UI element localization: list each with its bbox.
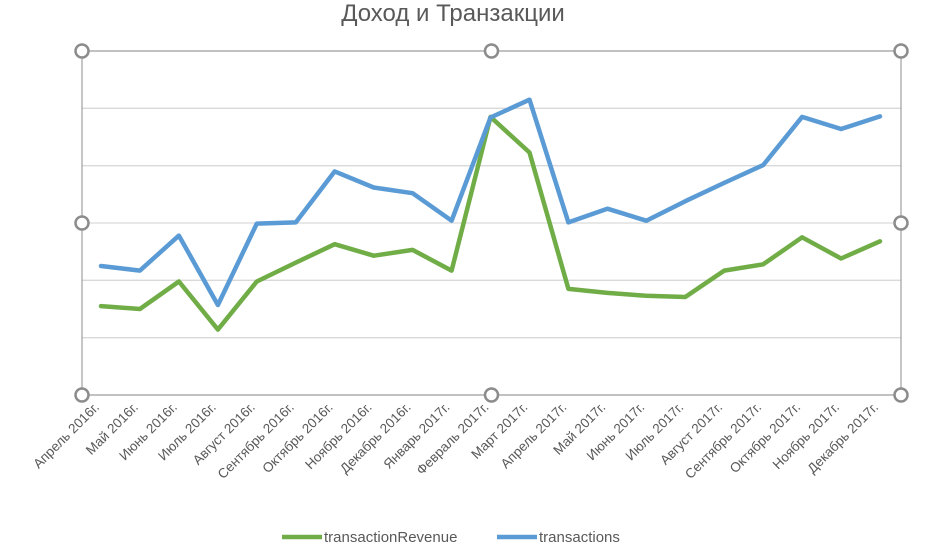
- chart-title: Доход и Транзакции: [341, 0, 565, 27]
- x-tick-label: Октябрь 2016г.: [259, 400, 335, 476]
- resize-handle[interactable]: [893, 43, 909, 59]
- resize-handle[interactable]: [74, 387, 90, 403]
- legend-item-transactionRevenue: transactionRevenue: [282, 529, 457, 546]
- legend-label: transactions: [539, 529, 620, 546]
- x-tick-labels: Апрель 2016г.Май 2016г.Июнь 2016г.Июль 2…: [30, 400, 881, 482]
- gridlines: [82, 50, 901, 396]
- x-tick-label: Декабрь 2017г.: [804, 400, 881, 477]
- resize-handle[interactable]: [893, 387, 909, 403]
- resize-handle[interactable]: [483, 43, 500, 59]
- chart-selection-frame[interactable]: [74, 43, 909, 403]
- series-lines: [98, 97, 883, 332]
- legend-label: transactionRevenue: [324, 529, 457, 546]
- x-tick-label: Декабрь 2016г.: [337, 400, 414, 477]
- resize-handle[interactable]: [74, 43, 90, 59]
- resize-handle[interactable]: [893, 215, 909, 231]
- series-line-transactions: [98, 97, 883, 308]
- legend: transactionRevenue transactions: [282, 529, 620, 546]
- legend-item-transactions: transactions: [497, 529, 620, 546]
- x-tick-label: Октябрь 2017г.: [727, 400, 803, 476]
- resize-handle[interactable]: [483, 387, 500, 403]
- x-tick-label: Апрель 2016г.: [30, 400, 102, 472]
- resize-handle[interactable]: [74, 215, 90, 231]
